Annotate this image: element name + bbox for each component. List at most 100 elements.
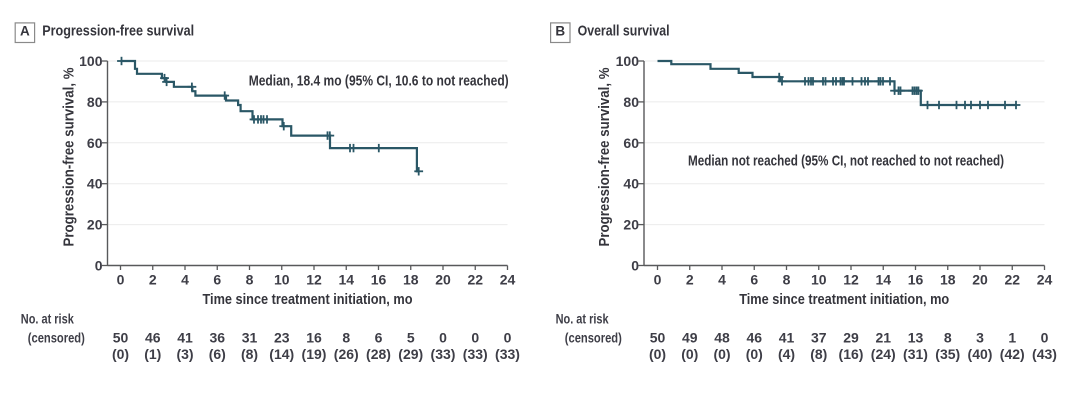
svg-text:48: 48	[714, 330, 730, 346]
svg-text:(24): (24)	[871, 346, 896, 362]
svg-text:10: 10	[811, 272, 827, 288]
svg-text:20: 20	[435, 272, 451, 288]
svg-text:2: 2	[686, 272, 694, 288]
svg-text:0: 0	[1041, 330, 1049, 346]
svg-text:(4): (4)	[778, 346, 795, 362]
svg-text:18: 18	[403, 272, 419, 288]
svg-text:14: 14	[875, 272, 891, 288]
svg-text:100: 100	[616, 53, 640, 69]
svg-text:13: 13	[908, 330, 924, 346]
svg-text:18: 18	[940, 272, 956, 288]
svg-text:16: 16	[306, 330, 322, 346]
svg-text:(0): (0)	[649, 346, 666, 362]
svg-text:(censored): (censored)	[28, 330, 85, 346]
svg-text:(0): (0)	[681, 346, 698, 362]
svg-text:Time since treatment initiatio: Time since treatment initiation, mo	[739, 291, 949, 308]
svg-text:(40): (40)	[968, 346, 993, 362]
svg-text:Progression-free survival, %: Progression-free survival, %	[596, 68, 613, 247]
svg-text:B: B	[555, 24, 565, 39]
svg-text:8: 8	[342, 330, 350, 346]
svg-text:46: 46	[145, 330, 161, 346]
svg-text:0: 0	[439, 330, 447, 346]
svg-text:21: 21	[875, 330, 891, 346]
svg-text:22: 22	[467, 272, 483, 288]
svg-text:(1): (1)	[144, 346, 161, 362]
svg-text:(0): (0)	[746, 346, 763, 362]
svg-text:1: 1	[1008, 330, 1016, 346]
svg-text:(29): (29)	[398, 346, 423, 362]
svg-text:(35): (35)	[935, 346, 960, 362]
svg-text:(8): (8)	[241, 346, 258, 362]
svg-text:23: 23	[274, 330, 290, 346]
svg-text:(censored): (censored)	[565, 330, 622, 346]
svg-text:20: 20	[623, 217, 639, 233]
svg-text:(8): (8)	[810, 346, 827, 362]
svg-text:46: 46	[746, 330, 762, 346]
svg-text:0: 0	[471, 330, 479, 346]
svg-text:37: 37	[811, 330, 827, 346]
svg-text:41: 41	[779, 330, 795, 346]
svg-text:0: 0	[654, 272, 662, 288]
svg-text:6: 6	[375, 330, 383, 346]
svg-text:(0): (0)	[112, 346, 129, 362]
svg-text:36: 36	[209, 330, 225, 346]
svg-text:8: 8	[246, 272, 254, 288]
svg-text:2: 2	[149, 272, 157, 288]
svg-text:8: 8	[944, 330, 952, 346]
svg-text:8: 8	[783, 272, 791, 288]
svg-text:(42): (42)	[1000, 346, 1025, 362]
svg-text:40: 40	[87, 176, 103, 192]
svg-text:(33): (33)	[495, 346, 520, 362]
svg-text:100: 100	[79, 53, 103, 69]
svg-text:(6): (6)	[209, 346, 226, 362]
svg-text:16: 16	[908, 272, 924, 288]
svg-text:12: 12	[306, 272, 322, 288]
svg-text:(19): (19)	[302, 346, 327, 362]
svg-text:(33): (33)	[463, 346, 488, 362]
svg-text:49: 49	[682, 330, 698, 346]
svg-text:40: 40	[623, 176, 639, 192]
svg-text:4: 4	[718, 272, 726, 288]
svg-text:50: 50	[650, 330, 666, 346]
svg-text:Progression-free survival, %: Progression-free survival, %	[61, 68, 78, 247]
svg-text:29: 29	[843, 330, 859, 346]
svg-text:0: 0	[631, 258, 639, 274]
svg-text:0: 0	[95, 258, 103, 274]
svg-text:24: 24	[1037, 272, 1053, 288]
svg-text:(16): (16)	[839, 346, 864, 362]
svg-text:(28): (28)	[366, 346, 391, 362]
svg-text:(43): (43)	[1032, 346, 1057, 362]
svg-text:(3): (3)	[176, 346, 193, 362]
svg-text:0: 0	[117, 272, 125, 288]
svg-text:No. at risk: No. at risk	[21, 311, 74, 327]
svg-text:80: 80	[87, 94, 103, 110]
svg-text:60: 60	[623, 135, 639, 151]
svg-text:6: 6	[213, 272, 221, 288]
svg-text:60: 60	[87, 135, 103, 151]
svg-text:(33): (33)	[431, 346, 456, 362]
svg-text:A: A	[20, 24, 30, 39]
svg-text:6: 6	[750, 272, 758, 288]
svg-text:24: 24	[500, 272, 516, 288]
svg-text:20: 20	[972, 272, 988, 288]
svg-text:Progression-free survival: Progression-free survival	[42, 23, 194, 40]
svg-text:41: 41	[177, 330, 193, 346]
svg-text:5: 5	[407, 330, 415, 346]
svg-text:12: 12	[843, 272, 859, 288]
svg-text:80: 80	[623, 94, 639, 110]
svg-text:(0): (0)	[713, 346, 730, 362]
svg-text:20: 20	[87, 217, 103, 233]
svg-text:3: 3	[976, 330, 984, 346]
svg-text:31: 31	[242, 330, 258, 346]
svg-text:Time since treatment initiatio: Time since treatment initiation, mo	[203, 291, 413, 308]
svg-text:4: 4	[181, 272, 189, 288]
svg-text:(26): (26)	[334, 346, 359, 362]
svg-text:(31): (31)	[903, 346, 928, 362]
svg-text:22: 22	[1004, 272, 1020, 288]
svg-text:Overall survival: Overall survival	[578, 23, 670, 40]
svg-text:Median, 18.4 mo (95% CI, 10.6: Median, 18.4 mo (95% CI, 10.6 to not rea…	[249, 73, 509, 90]
svg-text:10: 10	[274, 272, 290, 288]
svg-text:Median not reached (95% CI, no: Median not reached (95% CI, not reached …	[688, 152, 1004, 169]
svg-text:0: 0	[504, 330, 512, 346]
svg-text:14: 14	[338, 272, 354, 288]
